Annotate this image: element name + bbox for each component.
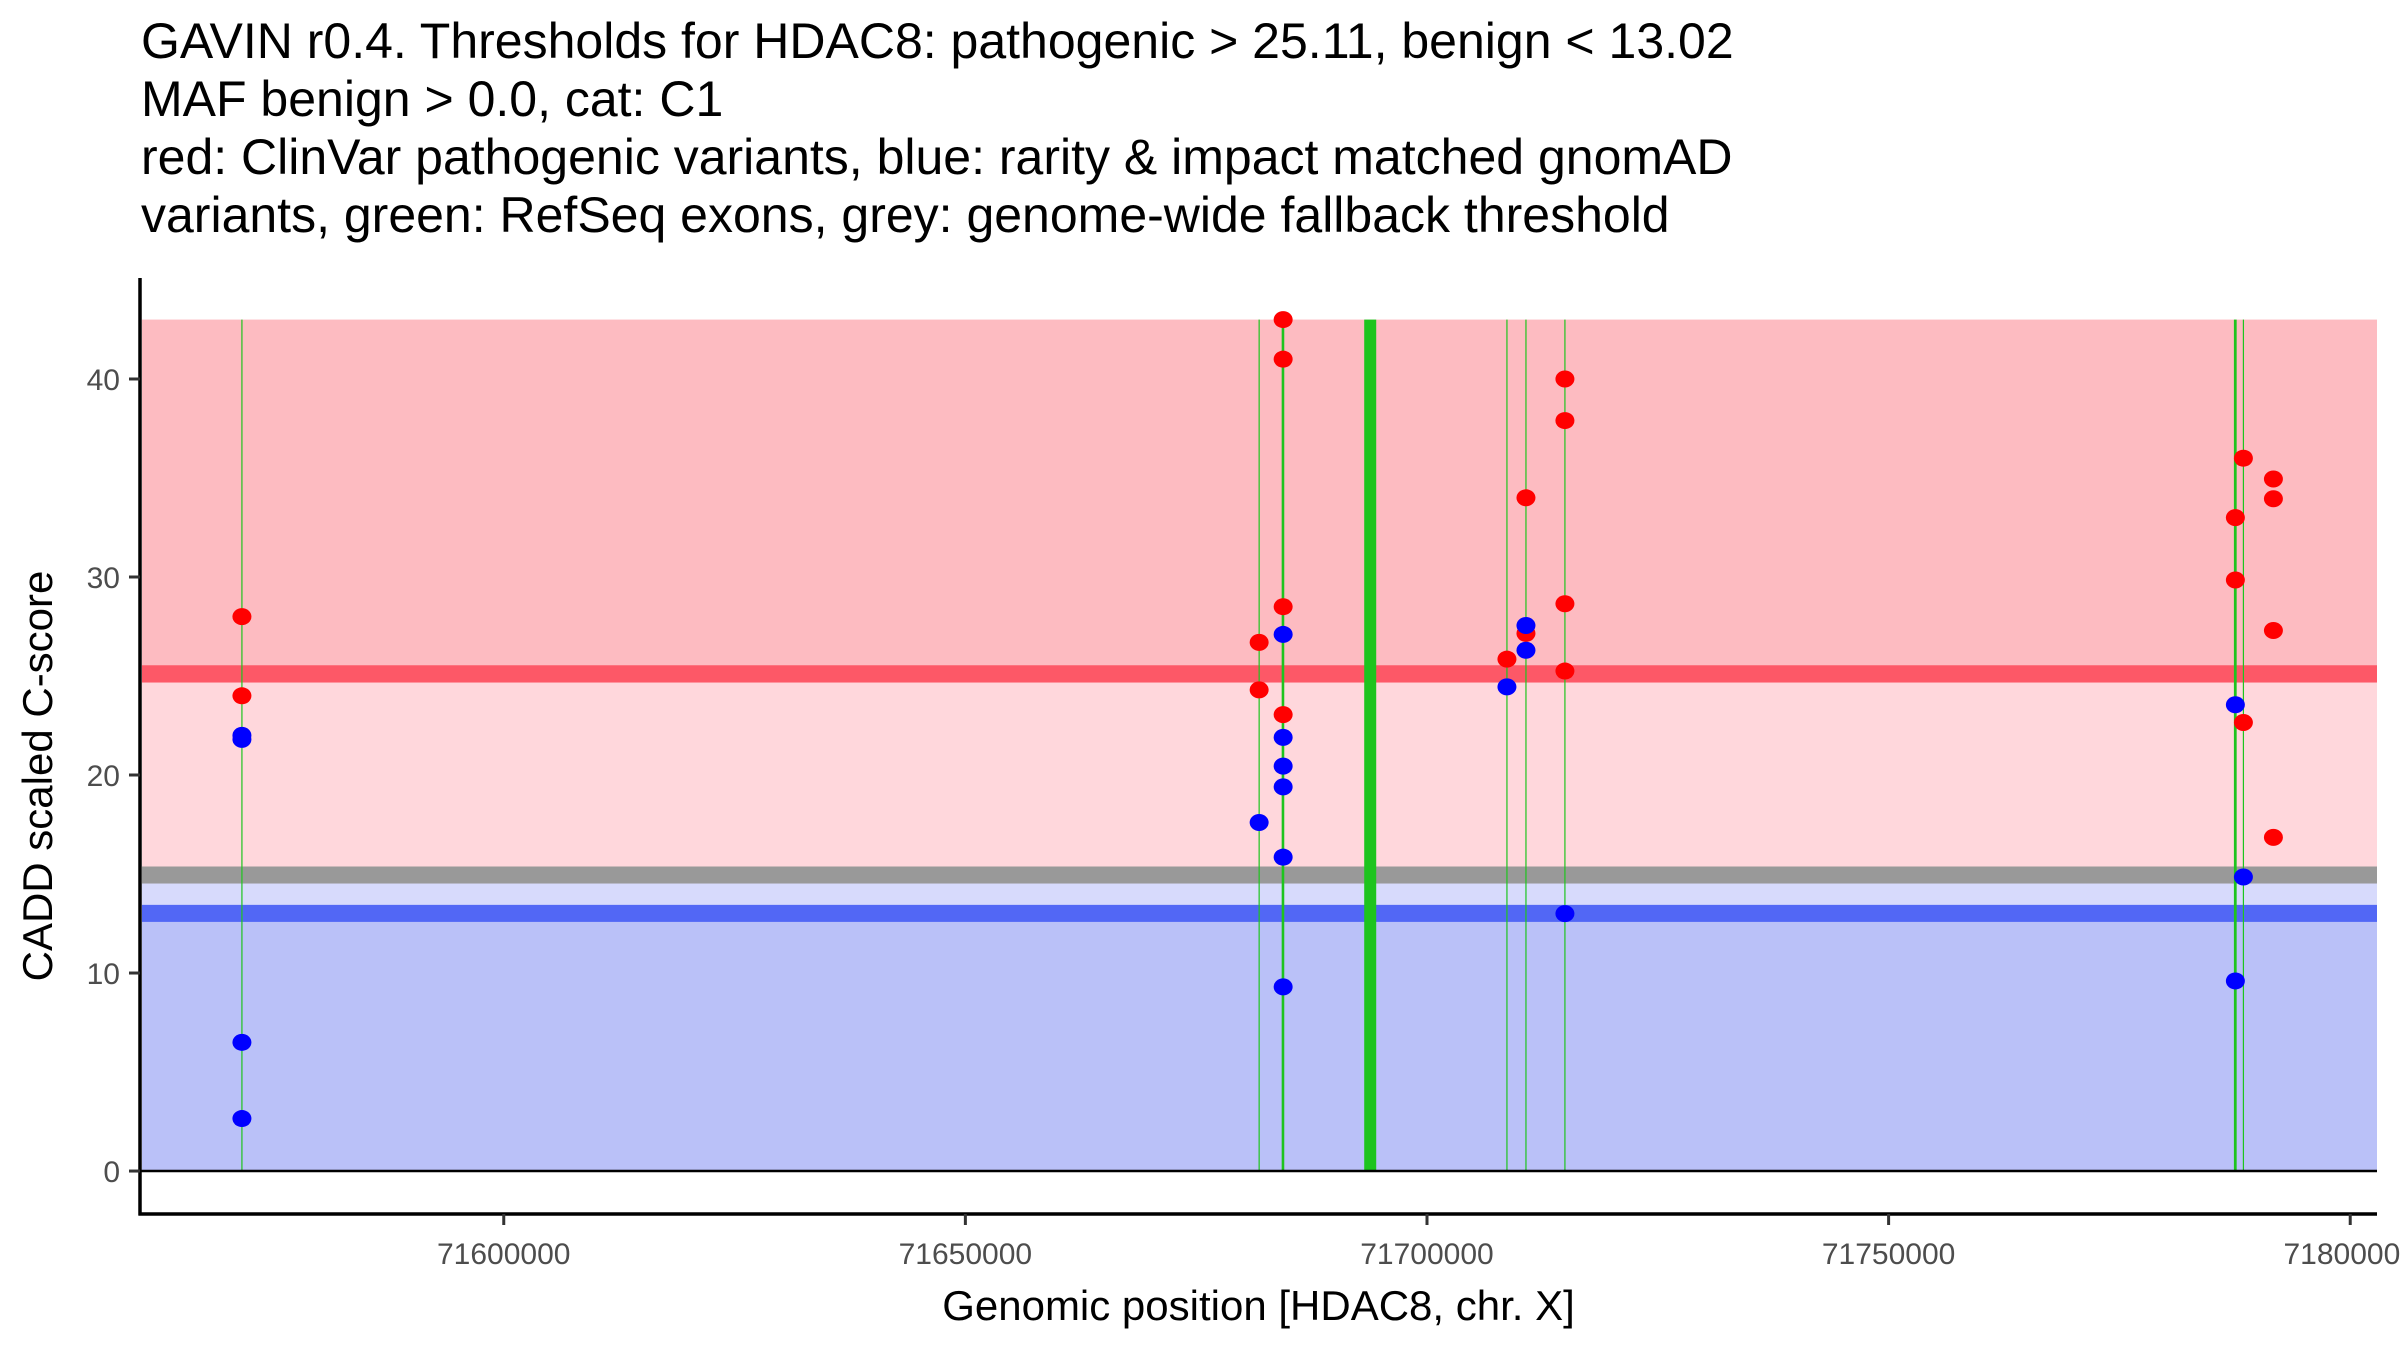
y-tick-label: 10: [87, 958, 120, 991]
pathogenic-variant-point: [2225, 509, 2245, 527]
y-axis-title: CADD scaled C-score: [14, 571, 61, 982]
pathogenic-variant-point: [1555, 662, 1575, 680]
gnomad-variant-point: [232, 1110, 252, 1128]
gnomad-variant-point: [1249, 814, 1269, 832]
gnomad-variant-point: [1497, 678, 1517, 696]
pathogenic-variant-point: [1516, 489, 1536, 507]
title-line-2: MAF benign > 0.0, cat: C1: [141, 71, 724, 127]
pathogenic-variant-point: [2263, 621, 2283, 639]
chart-title: GAVIN r0.4. Thresholds for HDAC8: pathog…: [141, 12, 1734, 244]
exon-line: [2242, 319, 2245, 1172]
pathogenic-variant-point: [2233, 449, 2253, 467]
exon-line: [1506, 319, 1508, 1172]
gnomad-variant-point: [232, 730, 252, 748]
gnomad-variant-point: [2233, 868, 2253, 886]
pathogenic-variant-point: [2263, 470, 2283, 488]
pathogenic-variant-point: [1497, 650, 1517, 668]
variant-points: [232, 311, 2283, 1128]
gnomad-variant-point: [1273, 728, 1293, 746]
x-tick-label: 71800000: [2283, 1238, 2400, 1271]
gnomad-variant-point: [232, 1033, 252, 1051]
pathogenic-variant-point: [2225, 571, 2245, 589]
gnomad-variant-point: [2225, 696, 2245, 714]
exon-line: [1564, 319, 1566, 1172]
pathogenic-variant-point: [232, 687, 252, 705]
exon-line: [1364, 319, 1377, 1172]
x-tick-label: 71600000: [437, 1238, 570, 1271]
x-tick-label: 71700000: [1360, 1238, 1493, 1271]
gnomad-variant-point: [2225, 972, 2245, 990]
gnomad-variant-point: [1273, 778, 1293, 796]
gnomad-variant-point: [1273, 848, 1293, 866]
pathogenic-variant-point: [1249, 681, 1269, 699]
y-tick-label: 0: [103, 1156, 120, 1189]
pathogenic-variant-point: [2233, 714, 2253, 732]
gnomad-variant-point: [1273, 978, 1293, 996]
y-tick-label: 40: [87, 364, 120, 397]
title-line-3: red: ClinVar pathogenic variants, blue: …: [141, 129, 1733, 185]
pathogenic-variant-point: [2263, 490, 2283, 508]
title-line-1: GAVIN r0.4. Thresholds for HDAC8: pathog…: [141, 13, 1734, 69]
pathogenic-variant-point: [1555, 412, 1575, 430]
pathogenic-variant-point: [1249, 633, 1269, 651]
pathogenic-variant-point: [1273, 706, 1293, 724]
y-axis-ticks: 0 10 20 30 40: [87, 364, 140, 1189]
gnomad-variant-point: [1555, 905, 1575, 923]
pathogenic-variant-point: [1273, 311, 1293, 329]
x-tick-label: 71750000: [1822, 1238, 1955, 1271]
y-tick-label: 30: [87, 562, 120, 595]
gnomad-variant-point: [1273, 757, 1293, 775]
pathogenic-variant-point: [232, 608, 252, 626]
exon-line: [2233, 319, 2237, 1172]
x-axis-ticks: 71600000 71650000 71700000 71750000 71800000: [437, 1214, 2400, 1271]
pathogenic-variant-point: [2263, 828, 2283, 846]
exon-line: [1258, 319, 1260, 1172]
pathogenic-variant-point: [1555, 595, 1575, 613]
x-axis-title: Genomic position [HDAC8, chr. X]: [942, 1282, 1575, 1329]
gnomad-variant-point: [1273, 625, 1293, 643]
x-tick-label: 71650000: [899, 1238, 1032, 1271]
gnomad-variant-point: [1516, 641, 1536, 659]
pathogenic-variant-point: [1273, 350, 1293, 368]
title-line-4: variants, green: RefSeq exons, grey: gen…: [141, 187, 1670, 243]
y-tick-label: 20: [87, 760, 120, 793]
axes: 0 10 20 30 40 71600000 71650000 71700000 717500…: [87, 278, 2400, 1271]
pathogenic-variant-point: [1273, 598, 1293, 616]
pathogenic-variant-point: [1555, 370, 1575, 388]
gnomad-variant-point: [1516, 617, 1536, 635]
exon-line: [1525, 319, 1527, 1172]
